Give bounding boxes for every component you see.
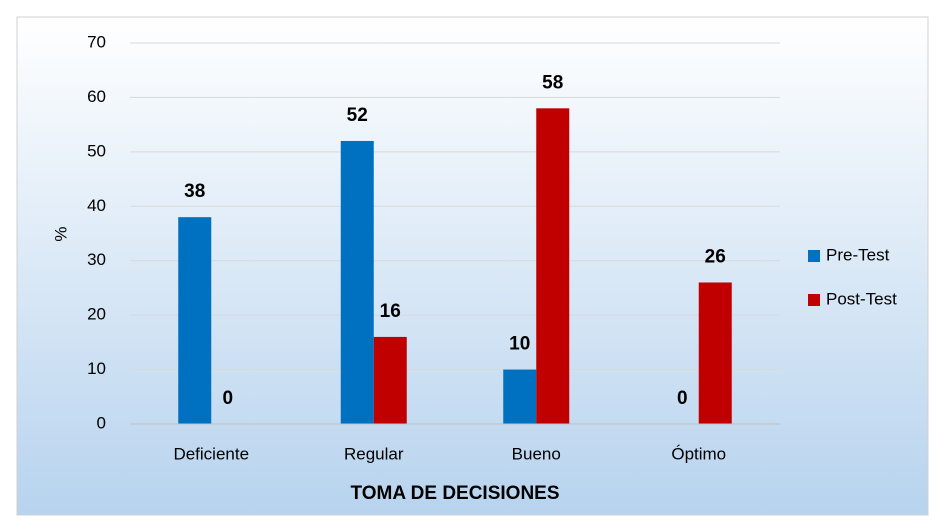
data-label: 58 [542, 72, 563, 93]
x-tick-label: Bueno [512, 444, 561, 463]
bar [698, 282, 732, 424]
legend-label: Pre-Test [826, 245, 890, 264]
bar [536, 108, 570, 425]
bar [340, 140, 374, 424]
y-tick-label: 40 [87, 196, 106, 215]
data-label: 0 [222, 388, 233, 409]
data-label: 0 [677, 388, 688, 409]
legend-swatch [808, 294, 820, 306]
x-tick-label: Deficiente [173, 444, 249, 463]
y-tick-label: 60 [87, 87, 106, 106]
data-label: 10 [509, 334, 530, 355]
legend-label: Post-Test [826, 289, 897, 308]
y-tick-label: 70 [87, 32, 106, 51]
data-label: 38 [184, 181, 205, 202]
data-label: 26 [705, 247, 726, 268]
x-axis-title: TOMA DE DECISIONES [350, 483, 559, 504]
bar [503, 369, 537, 424]
bar [373, 336, 407, 424]
y-tick-label: 0 [97, 413, 106, 432]
y-tick-label: 30 [87, 250, 106, 269]
y-axis-title: % [51, 226, 70, 241]
data-label: 52 [347, 105, 368, 126]
y-tick-label: 10 [87, 359, 106, 378]
y-tick-label: 20 [87, 305, 106, 324]
x-tick-label: Regular [344, 444, 404, 463]
legend-swatch [808, 250, 820, 262]
y-tick-label: 50 [87, 141, 106, 160]
bar [178, 217, 212, 424]
x-tick-label: Óptimo [671, 444, 726, 463]
data-label: 16 [380, 301, 401, 322]
chart-background [16, 16, 929, 516]
